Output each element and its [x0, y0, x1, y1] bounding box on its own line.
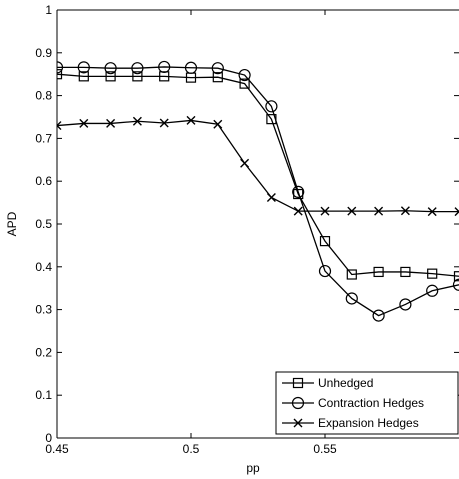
marker-x-3 [132, 116, 142, 126]
legend-label: Expansion Hedges [318, 416, 419, 430]
marker-circle-10 [318, 264, 332, 278]
marker-circle-7 [238, 68, 251, 82]
marker-x-7 [240, 158, 250, 168]
marker-square-1 [78, 71, 89, 82]
marker-circle-13 [399, 298, 412, 311]
marker-square-13 [400, 266, 411, 278]
marker-x-10 [320, 206, 330, 216]
y-tick-label: 1 [45, 3, 52, 17]
marker-square-6 [212, 72, 223, 83]
marker-circle-3 [131, 62, 144, 75]
legend-label: Contraction Hedges [318, 396, 424, 410]
marker-x-8 [266, 192, 276, 202]
y-tick-label: 0.3 [35, 303, 52, 317]
marker-x-5 [186, 115, 196, 125]
x-tick-label: 0.55 [313, 442, 337, 456]
marker-square-2 [105, 71, 116, 82]
y-tick-label: 0.1 [35, 388, 52, 402]
marker-x-6 [213, 119, 223, 129]
legend-item-expansion-hedges: Expansion Hedges [282, 416, 419, 430]
marker-x-1 [79, 118, 89, 128]
series-contraction-hedges [57, 60, 459, 322]
marker-circle-4 [158, 60, 171, 74]
series-line-2 [57, 119, 459, 213]
marker-circle-6 [211, 62, 224, 75]
series-unhedged [57, 69, 459, 282]
marker-square-15 [453, 271, 459, 282]
marker-x-12 [374, 206, 384, 216]
series-line-1 [57, 66, 459, 317]
marker-square-3 [132, 71, 143, 82]
marker-x-15 [454, 207, 459, 217]
legend: Unhedged Contraction Hedges Expansion Hedg… [275, 371, 459, 435]
marker-square-11 [346, 269, 357, 280]
y-tick-label: 0.2 [35, 345, 52, 359]
marker-x-13 [400, 206, 410, 216]
marker-circle-8 [265, 100, 278, 113]
plot-background [57, 10, 459, 438]
x-axis-label: pp [246, 461, 260, 475]
y-tick-label: 0.8 [35, 89, 52, 103]
marker-square-14 [427, 268, 438, 279]
y-tick-label: 0.6 [35, 174, 52, 188]
y-tick-label: 0.4 [35, 260, 52, 274]
legend-label: Unhedged [318, 376, 373, 390]
series-line-0 [57, 73, 459, 277]
marker-x-2 [106, 118, 116, 128]
marker-x-14 [427, 207, 437, 217]
legend-item-contraction-hedges: Contraction Hedges [282, 396, 424, 410]
marker-circle-1 [77, 61, 90, 74]
plot-area [57, 10, 459, 438]
marker-circle-11 [345, 292, 358, 305]
marker-square-10 [319, 236, 331, 247]
x-tick-label: 0.5 [183, 442, 200, 456]
series-expansion-hedges [57, 115, 459, 217]
y-tick-label: 0.9 [35, 46, 52, 60]
marker-x-4 [159, 118, 169, 128]
marker-circle-5 [184, 61, 198, 74]
series-layer [57, 60, 459, 322]
marker-square-legend [292, 377, 304, 389]
y-tick-label: 0 [45, 431, 52, 445]
ticks-layer: 0 0.1 0.2 0.3 0.4 0.5 0.6 0.7 0.8 0.9 1 0.45 0.5 0.55 [35, 3, 459, 456]
marker-circle-15 [452, 278, 459, 291]
marker-x-0 [57, 121, 62, 131]
marker-x-legend [293, 418, 303, 428]
marker-circle-2 [104, 62, 117, 75]
marker-circle-0 [57, 61, 64, 74]
y-tick-label: 0.5 [35, 217, 52, 231]
marker-square-7 [239, 78, 250, 89]
marker-square-0 [57, 69, 63, 80]
legend-item-unhedged: Unhedged [282, 376, 373, 390]
marker-circle-14 [426, 284, 439, 297]
marker-circle-legend [291, 396, 305, 410]
marker-square-12 [373, 266, 384, 278]
x-tick-label: 0.45 [45, 442, 69, 456]
marker-circle-12 [372, 309, 385, 322]
marker-x-9 [293, 206, 303, 216]
marker-circle-9 [292, 185, 305, 198]
marker-x-11 [347, 206, 357, 216]
y-tick-label: 0.7 [35, 131, 52, 145]
legend-box [275, 371, 459, 435]
y-axis-label: APD [5, 211, 19, 236]
